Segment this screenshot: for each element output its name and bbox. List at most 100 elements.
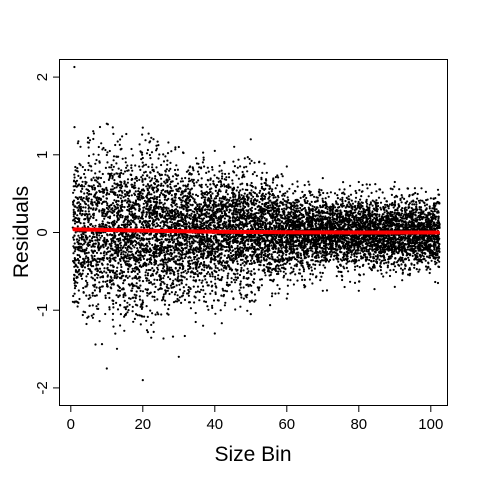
data-point	[162, 153, 165, 156]
data-point	[117, 246, 120, 249]
data-point	[263, 181, 266, 185]
data-point	[164, 170, 167, 173]
data-point	[139, 323, 142, 326]
data-point	[216, 254, 219, 258]
data-point	[180, 271, 183, 274]
data-point	[135, 313, 138, 316]
data-point	[141, 156, 144, 160]
data-point	[114, 222, 117, 225]
data-point	[100, 343, 104, 346]
data-point	[162, 337, 165, 340]
data-point	[187, 169, 190, 172]
data-point	[185, 238, 188, 241]
data-point	[78, 204, 81, 208]
data-point	[234, 258, 237, 261]
data-point	[233, 145, 236, 148]
data-point	[201, 206, 205, 209]
data-point	[206, 178, 209, 182]
data-point	[125, 218, 128, 221]
data-point	[167, 176, 170, 179]
data-point	[141, 249, 145, 252]
data-point	[111, 318, 114, 321]
data-point	[165, 258, 168, 261]
data-point	[80, 214, 83, 217]
data-point	[252, 217, 255, 220]
data-point	[92, 216, 95, 219]
data-point	[259, 224, 263, 227]
data-point	[110, 163, 113, 167]
data-point	[112, 236, 115, 239]
data-point	[170, 203, 173, 206]
data-point	[230, 254, 233, 257]
data-point	[224, 301, 227, 304]
data-point	[166, 180, 169, 184]
data-point	[111, 279, 114, 282]
data-point	[210, 235, 213, 238]
data-point	[251, 185, 254, 188]
data-point	[148, 214, 151, 217]
data-point	[72, 236, 75, 239]
data-point	[118, 174, 121, 177]
data-point	[145, 305, 148, 308]
data-point	[106, 204, 109, 207]
data-point	[151, 295, 154, 298]
data-point	[126, 223, 129, 226]
data-point	[188, 166, 191, 169]
data-point	[216, 250, 219, 253]
data-point	[127, 270, 130, 273]
data-point	[88, 235, 91, 238]
data-point	[162, 263, 165, 266]
data-point	[78, 219, 81, 222]
data-point	[196, 212, 199, 215]
data-point	[140, 176, 143, 179]
data-point	[158, 254, 161, 257]
data-point	[184, 205, 187, 208]
data-point	[203, 266, 206, 269]
data-point	[234, 195, 237, 198]
data-point	[260, 226, 264, 229]
data-point	[245, 209, 248, 212]
data-point	[155, 236, 158, 239]
data-point	[98, 281, 101, 284]
data-point	[86, 141, 89, 144]
data-point	[240, 266, 243, 269]
data-point	[204, 274, 207, 278]
data-point	[141, 179, 144, 182]
data-point	[148, 216, 151, 220]
data-point	[168, 169, 171, 172]
data-point	[138, 207, 141, 210]
data-point	[119, 246, 122, 249]
data-point	[162, 277, 165, 280]
data-point	[156, 196, 159, 199]
data-point	[176, 276, 179, 280]
data-point	[239, 263, 242, 266]
data-point	[117, 240, 120, 243]
data-point	[93, 278, 96, 281]
data-point	[107, 246, 110, 249]
data-point	[128, 258, 132, 261]
data-point	[246, 277, 249, 280]
data-point	[204, 183, 208, 186]
data-point	[154, 177, 157, 180]
data-point	[105, 238, 109, 241]
data-point	[187, 183, 190, 186]
data-point	[112, 132, 115, 135]
data-point	[148, 185, 151, 188]
data-point	[129, 226, 132, 229]
data-point	[236, 186, 239, 189]
data-point	[224, 172, 227, 176]
data-point	[90, 223, 93, 226]
data-point	[115, 199, 118, 202]
data-point	[237, 191, 241, 194]
data-point	[170, 291, 173, 294]
data-point	[241, 240, 244, 243]
data-point	[214, 252, 217, 255]
data-point	[206, 166, 209, 169]
data-point	[245, 236, 248, 239]
data-point	[76, 257, 79, 261]
data-point	[265, 171, 268, 174]
data-point	[127, 283, 130, 286]
data-point	[199, 185, 202, 188]
data-point	[128, 199, 131, 202]
data-point	[214, 285, 217, 288]
